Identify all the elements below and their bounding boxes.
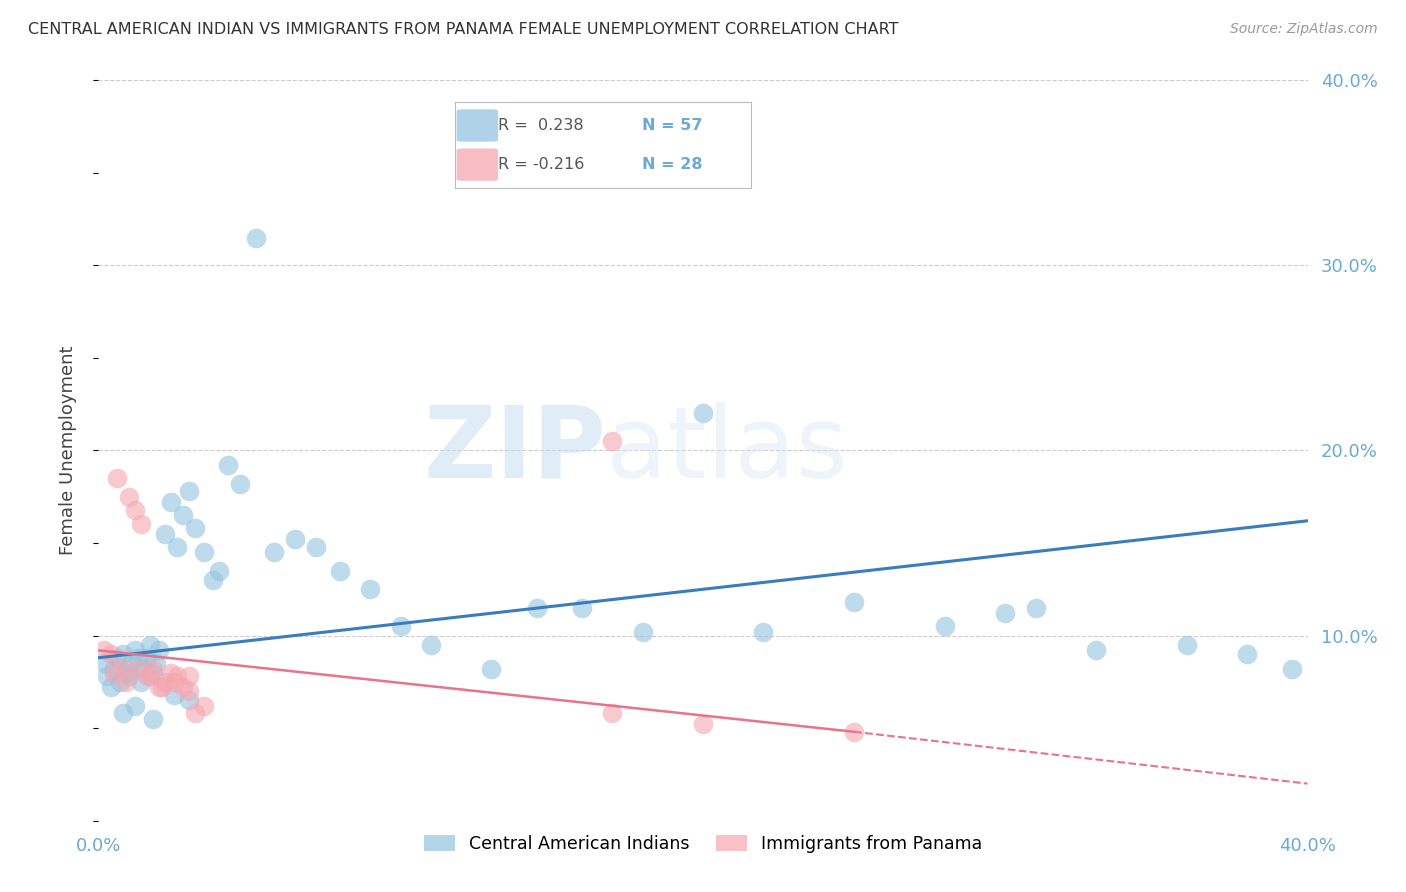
Point [1236,647,1258,661]
Point [284,533,307,547]
Point [153,526,176,541]
Point [263,545,285,559]
Point [114,674,136,689]
Point [118,669,141,683]
Point [96,669,118,683]
Point [844,724,866,739]
Point [1175,638,1198,652]
Point [111,706,134,721]
Point [142,665,165,680]
Point [127,650,149,665]
Point [93,657,115,671]
Legend: Central American Indians, Immigrants from Panama: Central American Indians, Immigrants fro… [418,828,988,860]
Point [150,681,173,695]
Point [172,508,194,523]
Point [360,582,382,597]
Point [127,662,149,676]
Point [111,647,134,661]
Point [179,484,201,499]
Y-axis label: Female Unemployment: Female Unemployment [59,346,77,555]
Point [135,650,157,665]
Point [184,521,207,535]
Point [103,662,125,676]
Point [844,595,866,609]
Point [217,458,239,473]
Point [994,607,1017,621]
Point [179,669,201,683]
Point [179,693,201,707]
Point [142,712,165,726]
Point [148,681,170,695]
Point [166,540,188,554]
Point [105,650,128,665]
Point [193,545,215,559]
Point [160,495,183,509]
Point [100,681,122,695]
Point [124,502,146,516]
Text: ZIP: ZIP [423,402,606,499]
Point [139,669,162,683]
Point [100,647,122,661]
Point [692,717,714,731]
Point [129,674,152,689]
Point [245,230,267,244]
Point [118,490,141,504]
Point [166,669,188,683]
Point [172,681,194,695]
Point [163,674,186,689]
Point [526,600,548,615]
Point [481,662,503,676]
Point [692,407,714,421]
Point [631,624,654,639]
Point [229,476,252,491]
Point [111,662,134,676]
Point [148,643,170,657]
Point [121,657,143,671]
Point [752,624,775,639]
Point [132,662,155,676]
Point [105,471,128,485]
Point [129,517,152,532]
Point [329,564,352,578]
Point [163,688,186,702]
Point [420,638,443,652]
Point [179,684,201,698]
Point [1024,600,1046,615]
Text: Source: ZipAtlas.com: Source: ZipAtlas.com [1230,22,1378,37]
Point [193,698,215,713]
Point [139,638,162,652]
Point [108,674,131,689]
Point [934,619,956,633]
Point [184,706,207,721]
Text: atlas: atlas [606,402,848,499]
Point [124,698,146,713]
Point [1085,643,1108,657]
Text: CENTRAL AMERICAN INDIAN VS IMMIGRANTS FROM PANAMA FEMALE UNEMPLOYMENT CORRELATIO: CENTRAL AMERICAN INDIAN VS IMMIGRANTS FR… [28,22,898,37]
Point [1281,662,1303,676]
Point [135,669,157,683]
Point [145,657,167,671]
Point [202,573,225,587]
Point [153,674,176,689]
Point [124,643,146,657]
Point [305,540,328,554]
Point [602,706,624,721]
Point [571,600,593,615]
Point [114,665,136,680]
Point [142,662,165,676]
Point [103,665,125,680]
Point [160,665,183,680]
Point [93,643,115,657]
Point [602,434,624,449]
Point [208,564,231,578]
Point [389,619,412,633]
